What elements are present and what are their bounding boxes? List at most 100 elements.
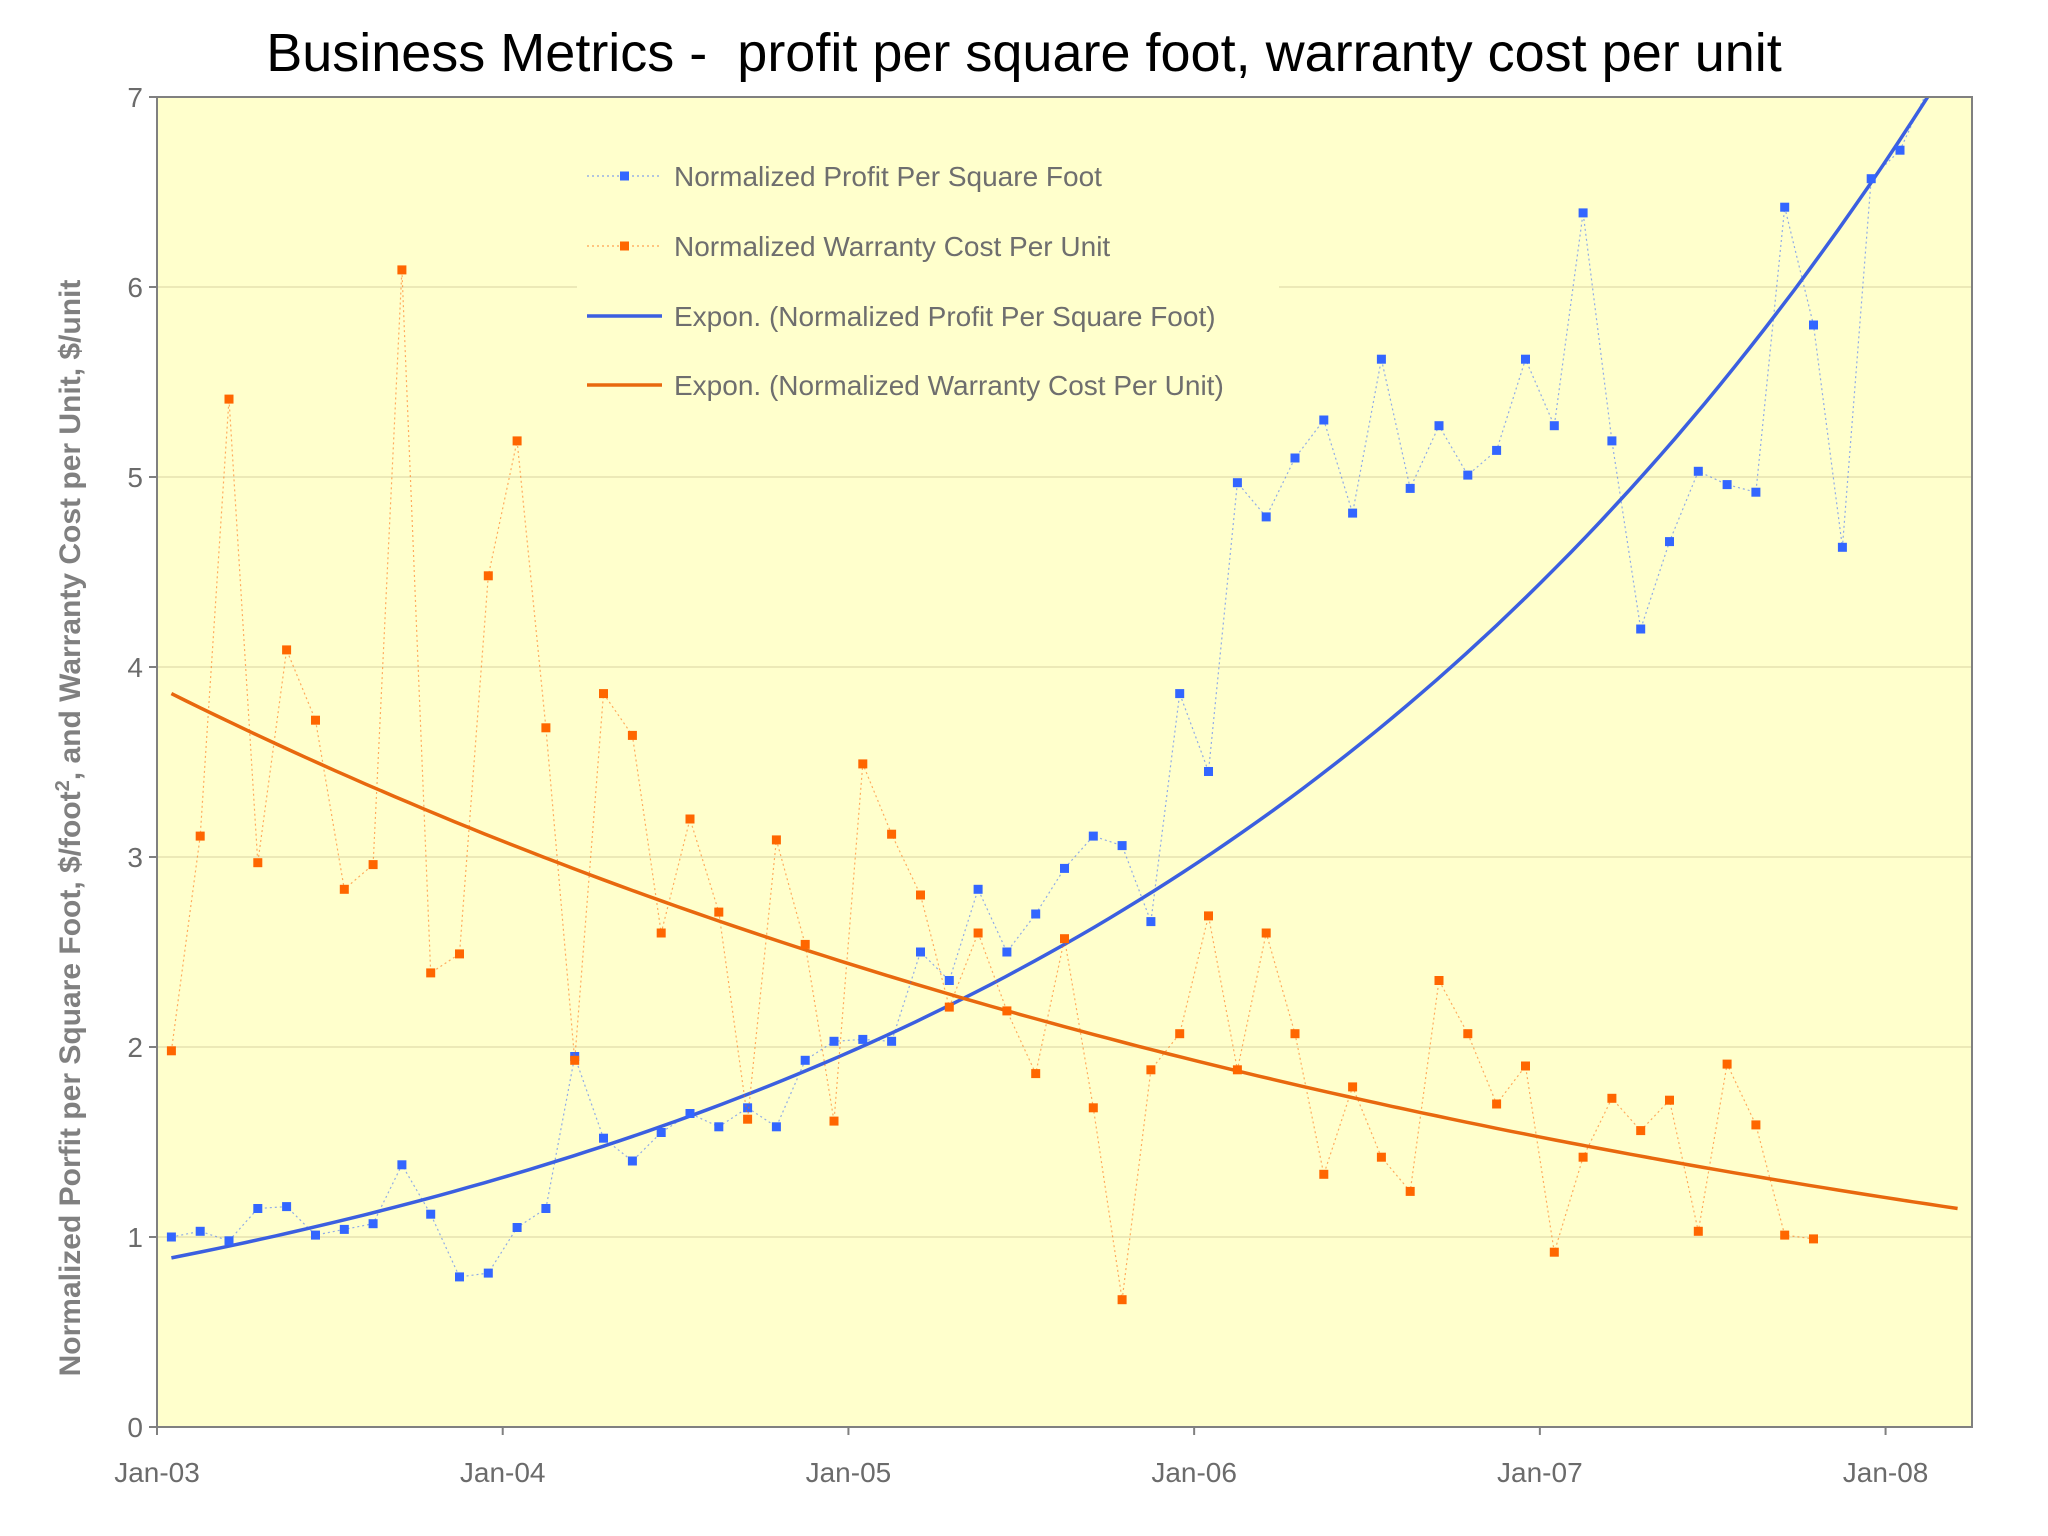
y-tick-label: 2 xyxy=(127,1032,143,1063)
data-point xyxy=(1204,767,1213,776)
data-point xyxy=(1405,483,1415,493)
data-point xyxy=(1232,1065,1242,1075)
data-point xyxy=(829,1036,839,1046)
data-point xyxy=(1751,1120,1761,1130)
data-point xyxy=(224,1236,234,1246)
x-tick-label: Jan-07 xyxy=(1497,1457,1583,1488)
data-point xyxy=(1204,911,1213,921)
legend-label: Normalized Warranty Cost Per Unit xyxy=(674,231,1110,262)
data-point xyxy=(1031,1069,1041,1079)
legend-box xyxy=(577,144,1279,406)
data-point xyxy=(1060,863,1069,873)
x-tick-label: Jan-05 xyxy=(806,1457,892,1488)
data-point xyxy=(311,715,320,725)
data-point xyxy=(1002,947,1012,957)
data-point xyxy=(1463,470,1473,480)
axes: 0 1 2 3 4 5 6 7 Jan-03 Jan-04 Jan-05 Jan-06 Jan-07 Ja… xyxy=(114,82,1928,1488)
data-point xyxy=(1578,208,1588,218)
data-point xyxy=(1232,478,1242,488)
x-tick-label: Jan-03 xyxy=(114,1457,200,1488)
data-point xyxy=(195,1226,205,1236)
data-point xyxy=(1463,1029,1473,1039)
data-point xyxy=(771,835,781,845)
data-point xyxy=(599,1133,608,1143)
data-point xyxy=(1607,1093,1617,1103)
data-point xyxy=(1290,1029,1300,1039)
data-point xyxy=(1117,1295,1127,1305)
data-point xyxy=(887,1036,897,1046)
data-point xyxy=(1146,917,1156,927)
data-point xyxy=(455,949,464,959)
data-point xyxy=(1319,415,1329,425)
data-point xyxy=(685,1109,695,1118)
data-point xyxy=(1175,1029,1185,1039)
data-point xyxy=(253,858,263,868)
data-point xyxy=(771,1122,781,1132)
y-tick-label: 1 xyxy=(127,1222,143,1253)
legend-label: Expon. (Normalized Warranty Cost Per Uni… xyxy=(674,370,1224,401)
data-point xyxy=(714,1122,724,1132)
data-point xyxy=(1405,1186,1415,1196)
data-point xyxy=(1837,542,1847,552)
data-point xyxy=(800,939,810,949)
data-point xyxy=(368,1219,378,1229)
data-point xyxy=(1434,976,1444,985)
data-point xyxy=(397,1160,407,1170)
data-point xyxy=(1348,508,1358,518)
data-point xyxy=(166,1232,176,1242)
data-point xyxy=(656,928,666,938)
data-point xyxy=(858,759,868,769)
data-point xyxy=(1376,1152,1386,1162)
data-point xyxy=(1549,1247,1559,1257)
data-point xyxy=(166,1046,176,1056)
data-point xyxy=(339,884,349,894)
data-point xyxy=(483,1268,493,1278)
data-point xyxy=(311,1230,320,1240)
legend-label: Expon. (Normalized Profit Per Square Foo… xyxy=(674,301,1216,332)
data-point xyxy=(1607,436,1617,446)
trendline xyxy=(170,692,1958,1211)
plot-border xyxy=(156,96,1973,1428)
data-point xyxy=(541,1204,551,1213)
series-line xyxy=(170,269,1814,1300)
data-point xyxy=(1521,1061,1530,1071)
data-layer xyxy=(166,97,1958,1305)
data-point xyxy=(627,1156,637,1166)
data-point xyxy=(1117,841,1127,851)
legend-swatch-marker xyxy=(620,171,629,181)
data-point xyxy=(1866,174,1876,184)
data-point xyxy=(224,394,234,404)
data-point xyxy=(599,689,608,699)
data-point xyxy=(253,1204,263,1213)
data-point xyxy=(944,976,954,985)
data-point xyxy=(1031,909,1041,919)
data-point xyxy=(1578,1152,1588,1162)
data-point xyxy=(1665,1095,1674,1105)
data-point xyxy=(282,645,292,655)
data-point xyxy=(1549,421,1559,431)
data-point xyxy=(1060,934,1069,944)
data-point xyxy=(1290,453,1300,463)
data-point xyxy=(1809,320,1818,330)
data-point xyxy=(656,1128,666,1137)
data-point xyxy=(483,571,493,581)
data-point xyxy=(743,1103,753,1113)
data-point xyxy=(1088,1103,1098,1113)
data-point xyxy=(195,831,205,841)
x-tick-label: Jan-06 xyxy=(1151,1457,1237,1488)
data-point xyxy=(1261,928,1271,938)
data-point xyxy=(1146,1065,1156,1075)
y-tick-label: 5 xyxy=(127,462,143,493)
data-point xyxy=(858,1034,868,1044)
data-point xyxy=(1175,689,1185,699)
chart-title: Business Metrics - profit per square foo… xyxy=(266,23,1782,83)
data-point xyxy=(973,884,983,894)
legend-label: Normalized Profit Per Square Foot xyxy=(674,161,1102,192)
data-point xyxy=(944,1002,954,1012)
data-point xyxy=(800,1055,810,1065)
y-tick-label: 7 xyxy=(127,82,143,113)
data-point xyxy=(685,814,695,824)
data-point xyxy=(368,860,378,870)
data-point xyxy=(1002,1006,1012,1016)
data-point xyxy=(627,730,637,740)
